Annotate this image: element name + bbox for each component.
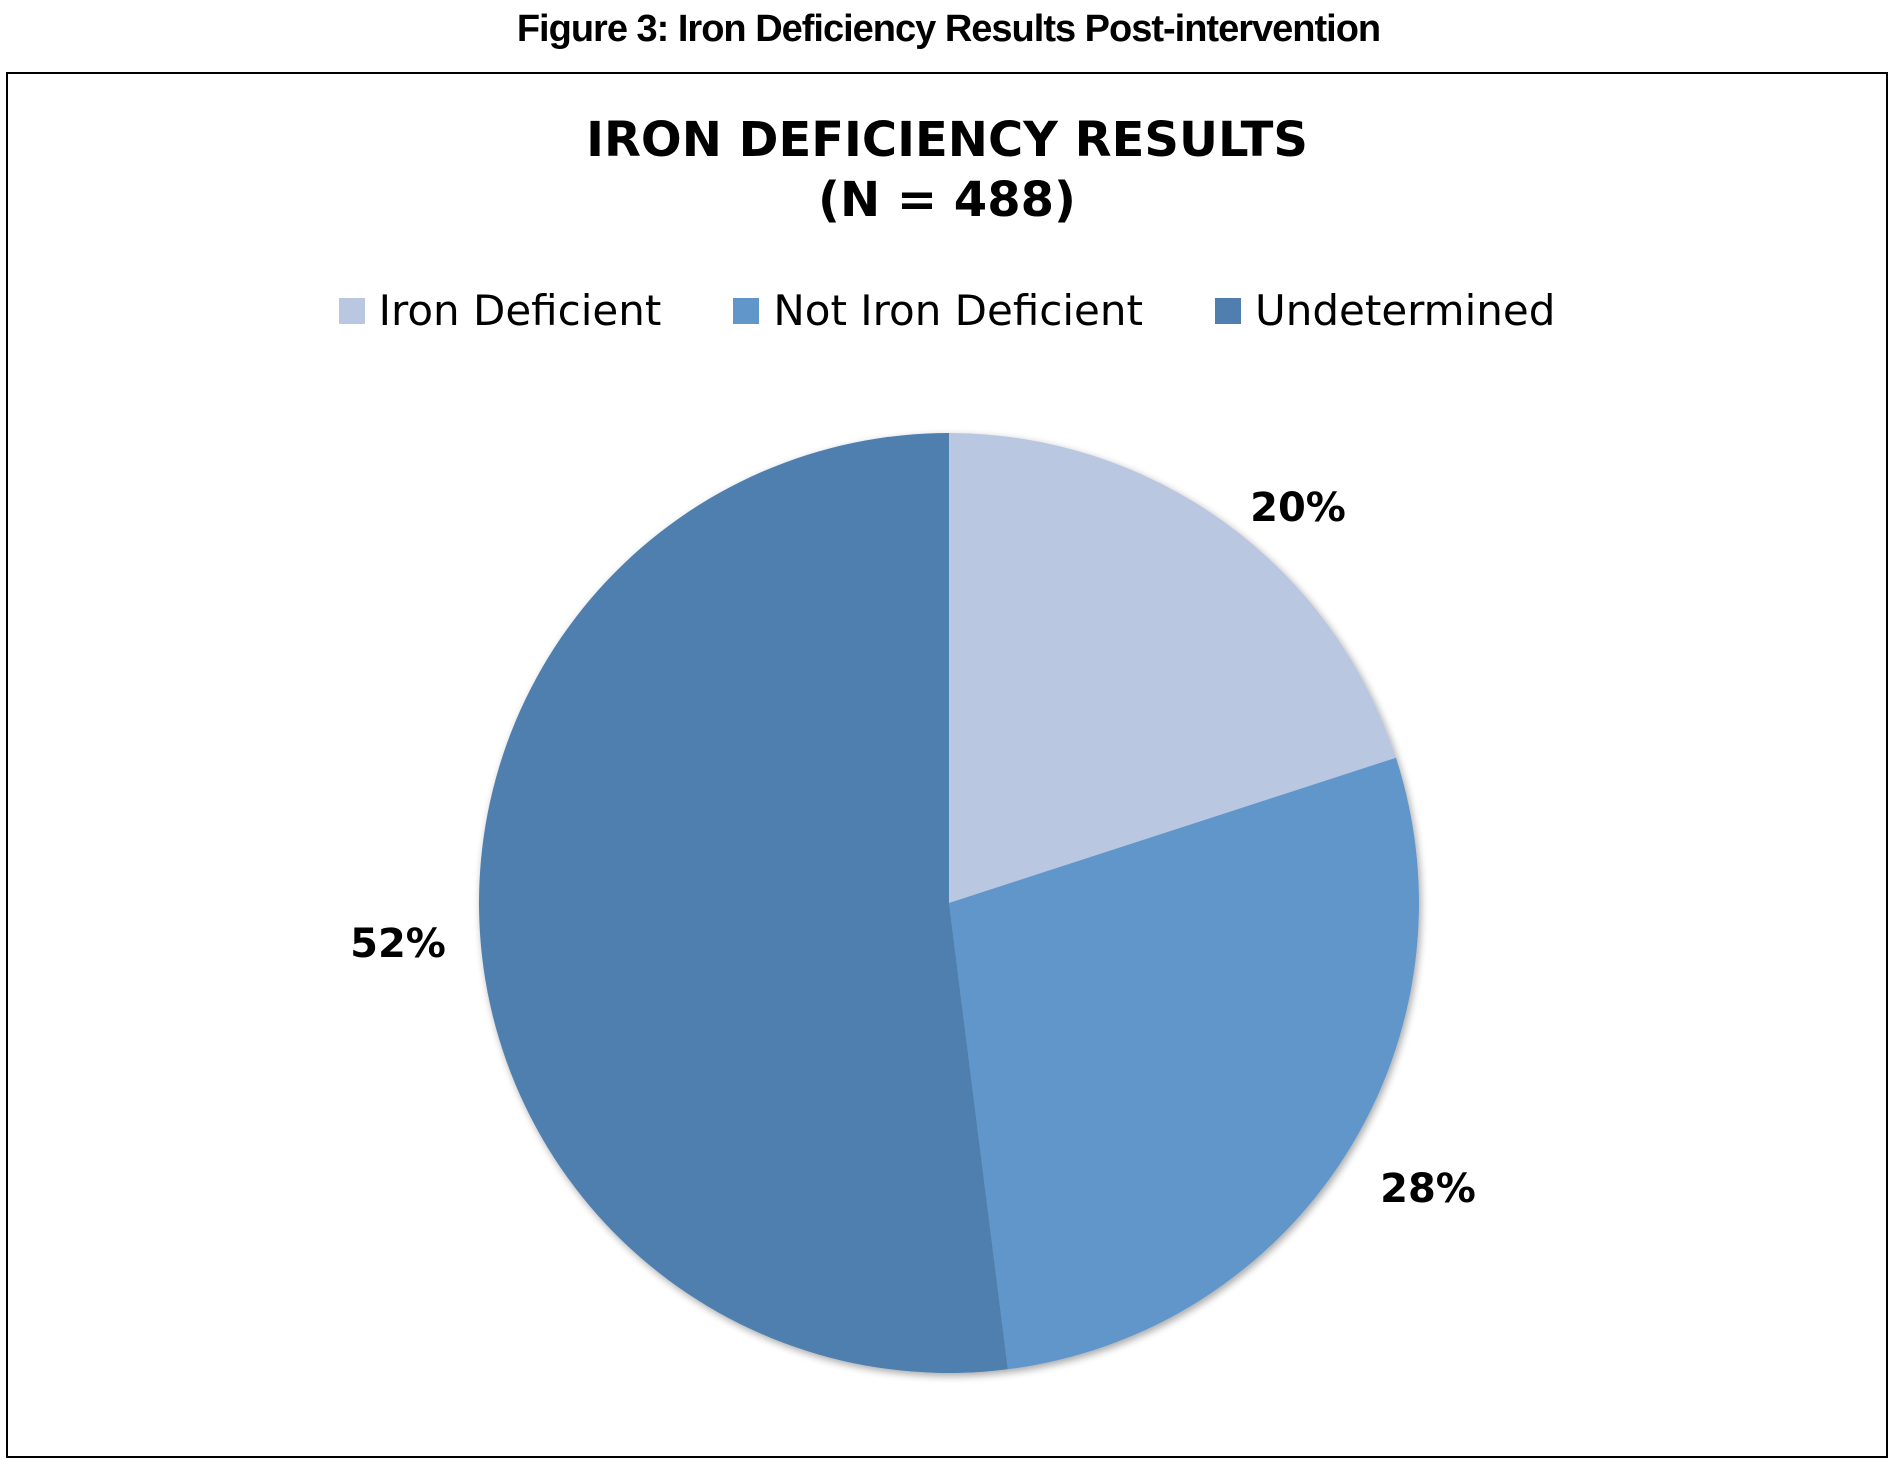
chart-title: IRON DEFICIENCY RESULTS (N = 488) <box>8 110 1886 230</box>
legend-item-not-iron-deficient: Not Iron Deficient <box>733 286 1143 335</box>
legend-item-iron-deficient: Iron Deficient <box>338 286 662 335</box>
pie-slice-not-iron-deficient <box>949 757 1419 1370</box>
data-label-iron-deficient: 20% <box>1250 485 1346 531</box>
chart-title-line-1: IRON DEFICIENCY RESULTS <box>586 112 1308 168</box>
chart-frame: IRON DEFICIENCY RESULTS (N = 488) Iron D… <box>6 72 1888 1458</box>
legend-swatch-iron-deficient <box>338 297 365 324</box>
legend-swatch-not-iron-deficient <box>733 297 760 324</box>
data-label-not-iron-deficient: 28% <box>1380 1166 1476 1212</box>
data-label-undetermined: 52% <box>350 921 446 967</box>
legend-label-undetermined: Undetermined <box>1254 286 1556 335</box>
legend-label-iron-deficient: Iron Deficient <box>378 286 662 335</box>
legend-swatch-undetermined <box>1214 297 1241 324</box>
chart-legend: Iron Deficient Not Iron Deficient Undete… <box>8 286 1886 335</box>
figure-caption: Figure 3: Iron Deficiency Results Post-i… <box>516 8 1381 50</box>
legend-item-undetermined: Undetermined <box>1214 286 1556 335</box>
pie-slice-iron-deficient <box>949 433 1396 903</box>
chart-title-line-2: (N = 488) <box>818 172 1076 228</box>
pie-chart: 20% 28% 52% <box>350 433 1476 1373</box>
legend-label-not-iron-deficient: Not Iron Deficient <box>773 286 1143 335</box>
pie-slice-undetermined <box>479 433 1008 1373</box>
